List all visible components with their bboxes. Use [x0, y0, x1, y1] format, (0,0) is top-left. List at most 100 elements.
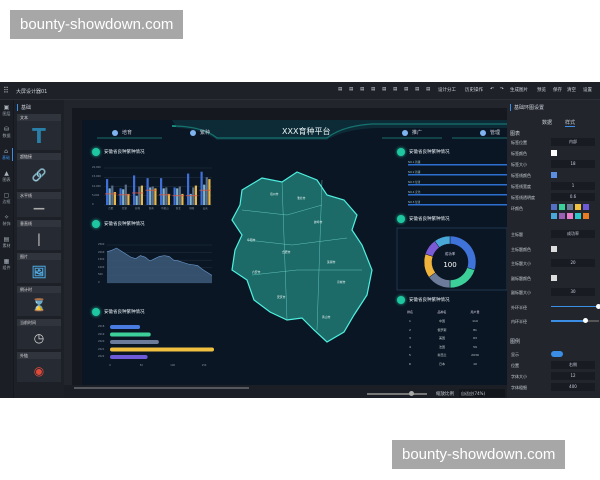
component-card[interactable]: 超链接 🔗: [17, 153, 61, 189]
align-tool-icon[interactable]: ▤: [415, 87, 420, 92]
setting-slider[interactable]: [551, 303, 600, 309]
rank-bar: [408, 164, 507, 166]
ring-color-swatch[interactable]: [583, 213, 589, 219]
panel-icon: [397, 215, 405, 223]
component-card[interactable]: 文本 T: [17, 114, 61, 150]
toolbar-button[interactable]: 历史操作: [465, 88, 483, 93]
bar: [162, 188, 165, 205]
nav-tab[interactable]: 推广: [402, 129, 422, 136]
table-cell: 美国: [438, 336, 446, 340]
component-card[interactable]: 当前时间 ◷: [17, 319, 61, 349]
bar: [192, 187, 195, 205]
table-cell: 2: [409, 327, 411, 332]
sidebar-item[interactable]: ▦ 组件: [0, 258, 13, 271]
ring-color-swatch[interactable]: [583, 204, 589, 210]
zoom-slider[interactable]: [367, 391, 427, 396]
clock-icon: ◷: [33, 330, 45, 345]
nav-tab[interactable]: 培育: [112, 129, 132, 136]
component-card[interactable]: 水平线 —: [17, 192, 61, 217]
table-cell: 5: [409, 353, 411, 357]
ring-color-swatch[interactable]: [575, 204, 581, 210]
grid-menu-icon[interactable]: ⠿: [3, 86, 9, 95]
setting-input[interactable]: 18: [551, 160, 595, 168]
bar: [151, 186, 154, 205]
designer-app: ⠿ 大屏设计器01 ▤ ▤ ▤ ▤ ▤ ▤ ▤ ▤ ▤ 设计分工 历史操作 生成图片 预览 保存 清空 设置 ↶…: [0, 82, 600, 398]
color-swatch[interactable]: [551, 172, 557, 178]
bar: [203, 184, 206, 205]
align-tool-icon[interactable]: ▤: [426, 87, 431, 92]
redo-icon[interactable]: ↷: [500, 87, 504, 92]
bar: [160, 178, 163, 205]
sidebar-item[interactable]: ✧ 装饰: [0, 214, 13, 227]
nav-tab[interactable]: 管理: [480, 129, 500, 136]
sidebar-item[interactable]: ⌂ 基础: [0, 148, 13, 161]
align-tool-icon[interactable]: ▤: [360, 87, 365, 92]
setting-input[interactable]: 30: [551, 288, 595, 296]
bar: [181, 193, 184, 205]
setting-input[interactable]: 1: [551, 182, 595, 190]
bar: [200, 171, 203, 205]
align-tool-icon[interactable]: ▤: [393, 87, 398, 92]
sidebar-item[interactable]: ⛁ 数据: [0, 126, 13, 139]
component-card[interactable]: 图片 🖼: [17, 253, 61, 283]
setting-input[interactable]: 右侧: [551, 361, 595, 369]
tab-style[interactable]: 样式: [565, 120, 576, 127]
align-tool-icon[interactable]: ▤: [371, 87, 376, 92]
map-borders: [241, 179, 362, 331]
component-card[interactable]: 倒计时 ⌛: [17, 286, 61, 316]
table-cell: 10: [473, 361, 477, 366]
toolbar-button[interactable]: 预览: [537, 88, 546, 93]
toggle-switch[interactable]: [551, 351, 563, 357]
setting-input[interactable]: 12: [551, 372, 595, 380]
ring-color-swatch[interactable]: [551, 213, 557, 219]
align-tool-icon[interactable]: ▤: [404, 87, 409, 92]
color-swatch[interactable]: [551, 245, 557, 252]
zoom-select[interactable]: 自适应(74%): [459, 389, 505, 397]
table-cell: 110: [472, 319, 478, 323]
horizontal-ruler: [68, 100, 507, 108]
sidebar-item[interactable]: ▤ 素材: [0, 236, 13, 249]
toolbar-button[interactable]: 设计分工: [438, 88, 456, 93]
component-label: 垂直线: [17, 220, 61, 227]
ring-color-swatch[interactable]: [559, 204, 565, 210]
nav-tab[interactable]: 繁种: [190, 129, 210, 136]
sidebar-item[interactable]: ▣ 图层: [0, 104, 13, 117]
component-icon: ▦: [3, 258, 10, 265]
color-swatch[interactable]: [551, 274, 557, 281]
sidebar-item[interactable]: ▲ 图表: [0, 170, 13, 183]
ring-color-swatch[interactable]: [551, 204, 557, 210]
component-card[interactable]: 垂直线 |: [17, 220, 61, 250]
bar: [165, 187, 168, 205]
ring-color-swatch[interactable]: [567, 213, 573, 219]
setting-input[interactable]: 400: [551, 383, 595, 391]
ring-color-swatch[interactable]: [559, 213, 565, 219]
toolbar-button[interactable]: 保存: [553, 88, 562, 93]
toolbar-button[interactable]: 清空: [567, 88, 576, 93]
setting-label: 字体粗细: [511, 385, 527, 390]
component-card[interactable]: 外链 ◉: [17, 352, 61, 382]
settings-panel: 基础环图设置 数据 样式 图表 图例 标签位置 内部 标签颜色 标签大小 18 标签线颜色…: [507, 100, 600, 398]
sidebar-item[interactable]: ▢ 边框: [0, 192, 13, 205]
setting-input[interactable]: 20: [551, 259, 595, 267]
tab-data[interactable]: 数据: [542, 120, 553, 126]
setting-label: 副标题大小: [511, 290, 531, 295]
color-swatch[interactable]: [551, 150, 557, 156]
rank-label: NO.2 新疆: [408, 171, 421, 174]
setting-input[interactable]: 成功率: [551, 230, 595, 238]
setting-input[interactable]: 内部: [551, 138, 595, 146]
align-tool-icon[interactable]: ▤: [338, 87, 343, 92]
toolbar-button[interactable]: 生成图片: [510, 88, 528, 93]
ring-color-swatch[interactable]: [575, 213, 581, 219]
setting-input[interactable]: 0.6: [551, 193, 595, 201]
align-tool-icon[interactable]: ▤: [349, 87, 354, 92]
align-tool-icon[interactable]: ▤: [382, 87, 387, 92]
ring-color-swatch[interactable]: [567, 204, 573, 210]
table-header: 用户量: [470, 310, 480, 314]
toolbar-button[interactable]: 设置: [583, 88, 592, 93]
horizontal-scrollbar[interactable]: [74, 387, 249, 389]
setting-slider[interactable]: [551, 318, 599, 323]
watermark: bounty-showdown.com: [10, 10, 184, 39]
dashboard-canvas[interactable]: XXX育种平台 培育 繁种 推广 管理 安徽省良种繁种情况 安徽省良种繁种情况 安徽省…: [82, 120, 507, 385]
undo-icon[interactable]: ↶: [490, 87, 494, 92]
donut-slice: [449, 267, 476, 289]
